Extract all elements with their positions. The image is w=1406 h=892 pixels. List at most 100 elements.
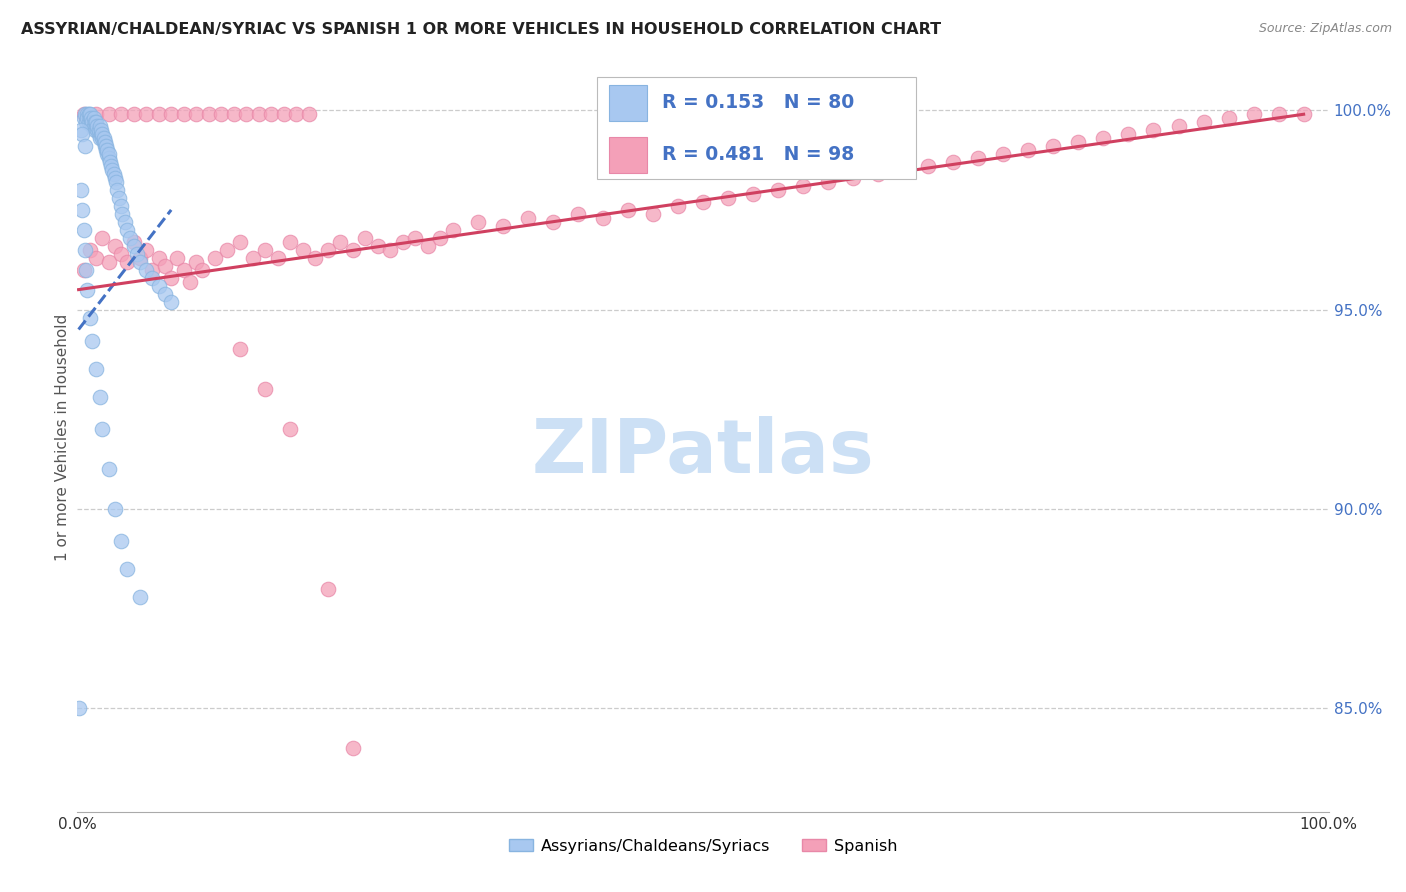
Point (80, 115, 103, 129)
Point (105, 183, 128, 197)
Text: ZIPatlas: ZIPatlas (531, 416, 875, 489)
Point (1092, 131, 1115, 145)
Point (90, 123, 112, 137)
Point (429, 231, 451, 245)
Point (179, 275, 201, 289)
Point (141, 262, 163, 277)
Point (567, 207, 589, 221)
Point (891, 163, 914, 178)
Point (89, 390, 111, 404)
Point (141, 270, 163, 285)
Point (129, 251, 152, 265)
Point (117, 561, 139, 575)
Point (84, 362, 107, 376)
Point (84, 115, 107, 129)
Point (110, 246, 132, 260)
Point (641, 207, 664, 221)
Point (917, 159, 939, 173)
Point (96, 147, 118, 161)
FancyBboxPatch shape (609, 136, 647, 172)
Point (204, 251, 226, 265)
Point (94, 139, 117, 153)
Point (77, 115, 100, 129)
Point (79, 243, 101, 257)
Point (516, 211, 538, 225)
Point (110, 199, 132, 213)
Point (129, 254, 152, 268)
Point (118, 231, 141, 245)
Point (273, 107, 295, 121)
Point (266, 251, 288, 265)
Point (72, 202, 94, 217)
Point (1118, 127, 1140, 141)
Point (160, 270, 183, 285)
Point (93, 135, 115, 149)
Point (91, 131, 114, 145)
Point (72, 262, 94, 277)
Point (135, 107, 157, 121)
Point (76, 283, 98, 297)
Text: Source: ZipAtlas.com: Source: ZipAtlas.com (1258, 22, 1392, 36)
Point (1243, 107, 1265, 121)
Point (104, 171, 127, 186)
Point (592, 211, 614, 225)
Point (94, 143, 117, 157)
Point (86, 119, 108, 133)
Point (89, 119, 111, 133)
Point (817, 175, 839, 189)
Point (868, 167, 890, 181)
Point (160, 294, 183, 309)
Point (153, 259, 176, 273)
Point (617, 202, 640, 217)
Point (197, 107, 219, 121)
Point (87, 127, 110, 141)
Point (441, 223, 464, 237)
Point (105, 175, 128, 189)
Point (222, 107, 245, 121)
Point (367, 239, 389, 253)
Point (766, 183, 789, 197)
Point (77, 107, 100, 121)
Point (110, 533, 132, 548)
Point (72, 112, 94, 126)
Point (117, 223, 139, 237)
Point (104, 501, 127, 516)
Point (82, 115, 104, 129)
Point (87, 123, 110, 137)
Point (993, 147, 1015, 161)
Point (110, 107, 132, 121)
Point (186, 107, 208, 121)
Point (260, 107, 283, 121)
Point (942, 155, 965, 169)
Point (73, 243, 96, 257)
Point (1292, 107, 1315, 121)
Point (127, 246, 149, 260)
Text: ASSYRIAN/CHALDEAN/SYRIAC VS SPANISH 1 OR MORE VEHICLES IN HOUSEHOLD CORRELATION : ASSYRIAN/CHALDEAN/SYRIAC VS SPANISH 1 OR… (21, 22, 941, 37)
Point (1218, 112, 1240, 126)
Point (404, 231, 426, 245)
Point (97, 147, 120, 161)
Point (94, 139, 117, 153)
Point (84, 119, 107, 133)
Y-axis label: 1 or more Vehicles in Household: 1 or more Vehicles in Household (55, 313, 70, 561)
Text: R = 0.153   N = 80: R = 0.153 N = 80 (662, 94, 853, 112)
Point (72, 223, 94, 237)
Point (122, 235, 145, 249)
Point (1042, 139, 1064, 153)
Point (80, 112, 103, 126)
Point (247, 107, 270, 121)
Point (342, 243, 364, 257)
Point (235, 107, 257, 121)
Text: R = 0.481   N = 98: R = 0.481 N = 98 (662, 145, 853, 164)
Point (83, 123, 105, 137)
Point (354, 231, 377, 245)
Point (416, 239, 439, 253)
Legend: Assyrians/Chaldeans/Syriacs, Spanish: Assyrians/Chaldeans/Syriacs, Spanish (502, 832, 904, 860)
Point (79, 107, 101, 121)
Point (291, 243, 314, 257)
Point (1017, 143, 1039, 157)
Point (148, 107, 170, 121)
Point (229, 343, 252, 357)
Point (94, 135, 117, 149)
Point (79, 112, 101, 126)
